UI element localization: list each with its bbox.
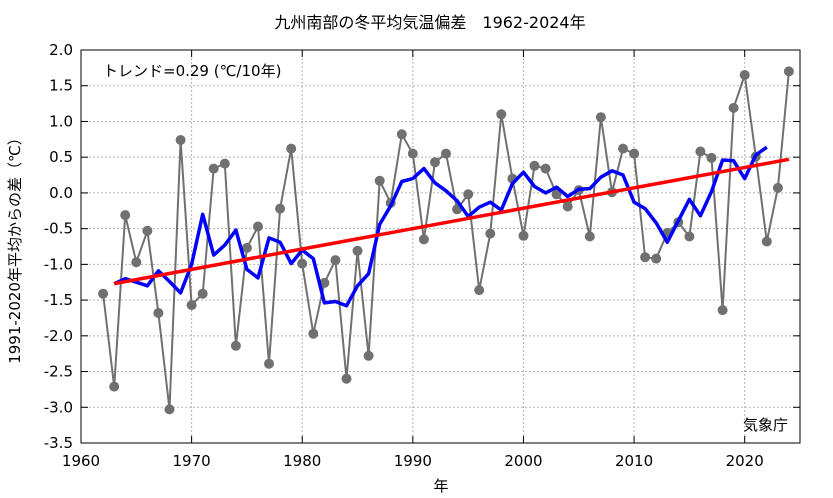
y-tick-label: -3.5 xyxy=(44,434,73,452)
annual-point xyxy=(595,112,606,123)
annual-point xyxy=(363,350,374,361)
y-tick-label: 0.5 xyxy=(49,148,73,166)
y-tick-label: 1.0 xyxy=(49,112,73,130)
annual-point xyxy=(407,148,418,159)
annual-point xyxy=(109,381,120,392)
annual-point xyxy=(695,146,706,157)
source-label: 気象庁 xyxy=(743,416,788,434)
annual-point xyxy=(297,258,308,269)
annual-point xyxy=(418,234,429,245)
annual-point xyxy=(584,231,595,242)
annual-point xyxy=(275,203,286,214)
annual-point xyxy=(197,288,208,299)
annual-point xyxy=(728,102,739,113)
annual-point xyxy=(374,175,385,186)
x-tick-label: 2000 xyxy=(504,452,542,470)
x-tick-label: 2020 xyxy=(726,452,764,470)
annual-point xyxy=(98,288,109,299)
annual-point xyxy=(253,221,263,232)
y-axis: -3.5 -3.0 -2.5 -2.0 -1.5 -1.0 -0.5 0.0 0.5 1.0 1.5… xyxy=(44,41,800,452)
annual-point xyxy=(219,158,230,169)
annual-point xyxy=(441,148,451,159)
y-tick-label: -2.0 xyxy=(44,327,73,345)
y-tick-label: 2.0 xyxy=(49,41,73,59)
annual-point xyxy=(396,129,407,140)
annual-point xyxy=(352,245,363,256)
annual-point xyxy=(131,257,142,268)
y-axis-label: 1991-2020年平均からの差（℃） xyxy=(6,130,24,364)
annual-point xyxy=(783,66,794,77)
annual-point xyxy=(230,340,241,351)
annual-point xyxy=(761,236,772,247)
annual-point xyxy=(496,109,507,120)
y-tick-label: -3.0 xyxy=(44,398,73,416)
annual-point xyxy=(540,163,551,174)
annual-point xyxy=(651,253,662,264)
annual-point xyxy=(153,308,164,318)
y-tick-label: 0.0 xyxy=(49,184,73,202)
annual-point xyxy=(551,189,562,200)
annual-point xyxy=(518,230,529,241)
x-tick-label: 1970 xyxy=(173,452,211,470)
x-axis-label: 年 xyxy=(433,477,448,495)
annual-point xyxy=(241,242,252,253)
annual-point xyxy=(341,373,352,384)
y-tick-label: -1.5 xyxy=(44,291,73,309)
annual-line xyxy=(102,71,790,410)
y-tick-label: -1.0 xyxy=(44,255,73,273)
annual-point xyxy=(618,143,628,154)
x-tick-label: 1990 xyxy=(394,452,432,470)
x-axis: 1960 1970 1980 1990 2000 2010 2020 xyxy=(62,50,764,470)
y-tick-label: -0.5 xyxy=(44,220,73,238)
annual-point xyxy=(474,285,485,296)
annual-point xyxy=(717,305,728,316)
annual-point xyxy=(706,152,717,163)
trend-label: トレンド=0.29 (℃/10年) xyxy=(103,62,281,80)
trend-line xyxy=(113,157,790,286)
annual-point xyxy=(286,143,297,154)
moving-average-line xyxy=(113,145,768,308)
annual-point xyxy=(186,300,197,311)
y-tick-label: -2.5 xyxy=(44,363,73,381)
series-moving-average xyxy=(113,145,768,308)
chart-title: 九州南部の冬平均気温偏差 1962-2024年 xyxy=(274,13,585,32)
annual-point xyxy=(319,277,330,288)
annual-point xyxy=(142,225,153,236)
annual-point xyxy=(739,70,750,80)
x-tick-label: 2010 xyxy=(615,452,653,470)
annual-point xyxy=(120,210,131,221)
grid xyxy=(81,50,800,443)
annual-point xyxy=(264,358,274,369)
series-trend xyxy=(113,157,790,286)
annual-point xyxy=(684,231,695,242)
annual-point xyxy=(430,157,440,168)
annual-point xyxy=(529,160,540,171)
annual-point xyxy=(640,252,651,263)
x-tick-label: 1980 xyxy=(283,452,321,470)
annual-point xyxy=(485,228,496,239)
annual-point xyxy=(629,148,640,159)
annual-point xyxy=(772,182,783,193)
plot-frame xyxy=(80,49,801,444)
y-tick-label: 1.5 xyxy=(49,77,73,95)
series-annual xyxy=(98,66,794,415)
annual-point xyxy=(463,189,474,200)
annual-point xyxy=(330,255,341,266)
annual-point xyxy=(175,135,186,145)
x-tick-label: 1960 xyxy=(62,452,100,470)
annual-point xyxy=(562,201,573,212)
annual-point xyxy=(308,328,319,339)
annual-point xyxy=(164,404,175,415)
annual-point xyxy=(208,163,219,174)
